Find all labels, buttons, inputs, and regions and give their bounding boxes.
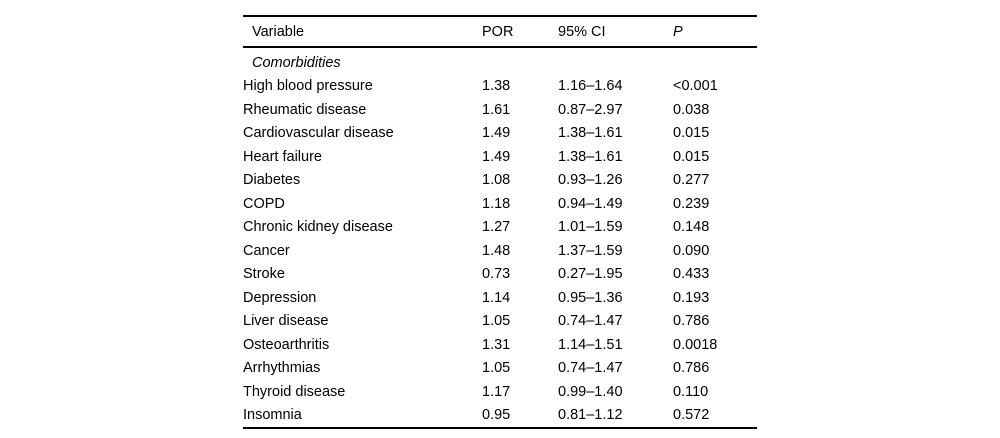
variable-cell: COPD xyxy=(243,195,285,212)
p-cell: 0.277 xyxy=(673,172,710,189)
p-cell: 0.433 xyxy=(673,266,710,283)
por-cell: 0.95 xyxy=(482,407,511,424)
header-row: Variable POR 95% CI P xyxy=(243,16,757,48)
p-cell: 0.090 xyxy=(673,242,710,259)
variable-cell: Arrhythmias xyxy=(243,360,321,377)
por-cell: 1.18 xyxy=(482,195,511,212)
p-cell: 0.786 xyxy=(673,360,710,377)
table-row: Diabetes 1.08 0.93–1.26 0.277 xyxy=(243,169,757,193)
por-cell: 1.27 xyxy=(482,219,511,236)
ci-cell: 1.37–1.59 xyxy=(558,242,623,259)
table-row: COPD 1.18 0.94–1.49 0.239 xyxy=(243,192,757,216)
variable-cell: Cardiovascular disease xyxy=(243,125,394,142)
p-cell: <0.001 xyxy=(673,78,718,95)
por-cell: 1.17 xyxy=(482,383,511,400)
p-cell: 0.239 xyxy=(673,195,710,212)
variable-cell: Diabetes xyxy=(243,172,301,189)
variable-cell: Osteoarthritis xyxy=(243,336,330,353)
variable-cell: Chronic kidney disease xyxy=(243,219,393,236)
table-row: Rheumatic disease 1.61 0.87–2.97 0.038 xyxy=(243,98,757,122)
variable-cell: Stroke xyxy=(243,266,285,283)
por-cell: 1.08 xyxy=(482,172,511,189)
ci-cell: 0.99–1.40 xyxy=(558,383,623,400)
table-row: Cardiovascular disease 1.49 1.38–1.61 0.… xyxy=(243,122,757,146)
ci-cell: 0.87–2.97 xyxy=(558,101,623,118)
variable-cell: Heart failure xyxy=(243,148,322,165)
por-cell: 1.48 xyxy=(482,242,511,259)
ci-cell: 0.74–1.47 xyxy=(558,360,623,377)
results-table: Variable POR 95% CI P Comorbidities High… xyxy=(243,15,757,429)
section-row: Comorbidities xyxy=(243,47,757,75)
variable-cell: Insomnia xyxy=(243,407,302,424)
variable-cell: Rheumatic disease xyxy=(243,101,367,118)
table-row: Depression 1.14 0.95–1.36 0.193 xyxy=(243,286,757,310)
ci-cell: 1.38–1.61 xyxy=(558,125,623,142)
variable-cell: High blood pressure xyxy=(243,78,373,95)
table-row: Insomnia 0.95 0.81–1.12 0.572 xyxy=(243,404,757,429)
table-row: Osteoarthritis 1.31 1.14–1.51 0.0018 xyxy=(243,333,757,357)
table-row: Liver disease 1.05 0.74–1.47 0.786 xyxy=(243,310,757,334)
por-cell: 1.49 xyxy=(482,148,511,165)
table-row: Stroke 0.73 0.27–1.95 0.433 xyxy=(243,263,757,287)
ci-cell: 1.14–1.51 xyxy=(558,336,623,353)
table-row: Cancer 1.48 1.37–1.59 0.090 xyxy=(243,239,757,263)
p-cell: 0.572 xyxy=(673,407,710,424)
ci-cell: 0.27–1.95 xyxy=(558,266,623,283)
section-label: Comorbidities xyxy=(252,54,341,71)
variable-cell: Liver disease xyxy=(243,313,329,330)
p-cell: 0.148 xyxy=(673,219,710,236)
ci-cell: 0.81–1.12 xyxy=(558,407,623,424)
p-cell: 0.786 xyxy=(673,313,710,330)
por-cell: 1.05 xyxy=(482,360,511,377)
ci-cell: 1.16–1.64 xyxy=(558,78,623,95)
table-row: High blood pressure 1.38 1.16–1.64 <0.00… xyxy=(243,75,757,99)
por-cell: 1.14 xyxy=(482,289,511,306)
p-cell: 0.015 xyxy=(673,148,710,165)
ci-cell: 1.38–1.61 xyxy=(558,148,623,165)
por-cell: 1.05 xyxy=(482,313,511,330)
ci-cell: 0.94–1.49 xyxy=(558,195,623,212)
column-header-variable: Variable xyxy=(243,16,482,48)
por-cell: 1.31 xyxy=(482,336,511,353)
table-row: Heart failure 1.49 1.38–1.61 0.015 xyxy=(243,145,757,169)
ci-cell: 1.01–1.59 xyxy=(558,219,623,236)
por-cell: 1.38 xyxy=(482,78,511,95)
variable-cell: Cancer xyxy=(243,242,290,259)
column-header-ci: 95% CI xyxy=(558,16,673,48)
table-row: Arrhythmias 1.05 0.74–1.47 0.786 xyxy=(243,357,757,381)
column-header-p: P xyxy=(673,16,757,48)
por-cell: 1.61 xyxy=(482,101,511,118)
p-cell: 0.110 xyxy=(673,383,709,400)
p-cell: 0.193 xyxy=(673,289,710,306)
por-cell: 0.73 xyxy=(482,266,511,283)
table-row: Chronic kidney disease 1.27 1.01–1.59 0.… xyxy=(243,216,757,240)
variable-cell: Thyroid disease xyxy=(243,383,346,400)
ci-cell: 0.95–1.36 xyxy=(558,289,623,306)
ci-cell: 0.93–1.26 xyxy=(558,172,623,189)
variable-cell: Depression xyxy=(243,289,317,306)
table-row: Thyroid disease 1.17 0.99–1.40 0.110 xyxy=(243,380,757,404)
p-cell: 0.015 xyxy=(673,125,710,142)
ci-cell: 0.74–1.47 xyxy=(558,313,623,330)
p-cell: 0.0018 xyxy=(673,336,718,353)
results-table-container: Variable POR 95% CI P Comorbidities High… xyxy=(243,15,757,429)
column-header-por: POR xyxy=(482,16,558,48)
p-cell: 0.038 xyxy=(673,101,710,118)
por-cell: 1.49 xyxy=(482,125,511,142)
